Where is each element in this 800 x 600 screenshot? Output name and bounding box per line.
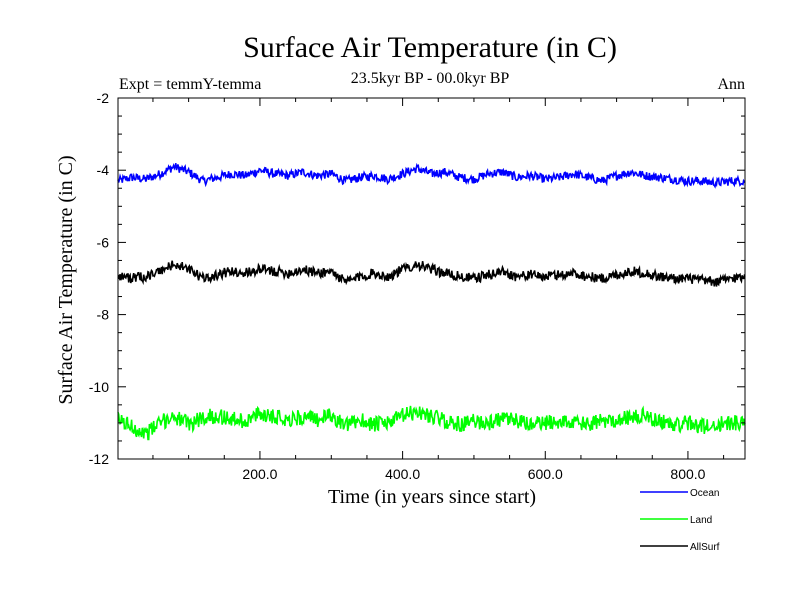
x-tick-label: 400.0	[385, 466, 420, 482]
x-axis-label: Time (in years since start)	[328, 486, 536, 508]
x-tick-label: 200.0	[242, 466, 277, 482]
experiment-label: Expt = temmY-temma	[119, 76, 261, 93]
series-line-land	[117, 405, 746, 441]
y-tick-label: -4	[97, 162, 110, 178]
axis-layer: -12 -10 -8 -6 -4 -2 200.0 400.0 600.0 800.0	[89, 90, 746, 482]
x-tick-label: 800.0	[670, 466, 705, 482]
y-axis-label: Surface Air Temperature (in C)	[55, 155, 77, 404]
y-tick-label: -8	[97, 307, 110, 323]
legend-label-land: Land	[690, 515, 712, 526]
y-tick-label: -12	[89, 451, 109, 467]
y-tick-label: -6	[97, 234, 110, 250]
legend-label-allsurf: AllSurf	[690, 542, 720, 553]
y-tick-label: -10	[89, 379, 109, 395]
series-line-ocean	[117, 162, 746, 189]
series-line-allsurf	[117, 260, 746, 287]
chart-title: Surface Air Temperature (in C)	[243, 31, 617, 64]
season-label: Ann	[717, 76, 745, 93]
x-tick-label: 600.0	[528, 466, 563, 482]
legend-label-ocean: Ocean	[690, 488, 719, 499]
chart-subtitle: 23.5kyr BP - 00.0kyr BP	[351, 70, 510, 87]
legend: Ocean Land AllSurf	[640, 488, 720, 553]
y-tick-label: -2	[97, 90, 110, 106]
series-layer	[117, 162, 746, 441]
